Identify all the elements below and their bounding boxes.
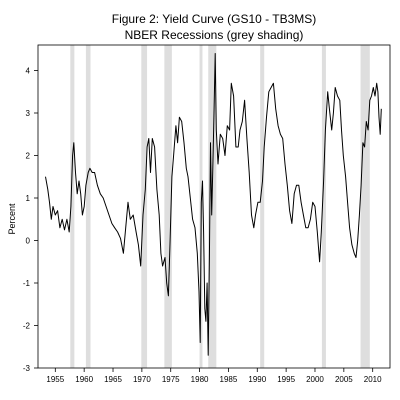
plot-frame xyxy=(37,44,391,369)
x-axis: 1955 1960 1965 1970 1975 1980 1985 1990 1995 2000… xyxy=(46,368,382,384)
x-tick-label-1960: 1960 xyxy=(75,375,93,384)
recession-band-8 xyxy=(360,45,370,368)
recession-band-1 xyxy=(85,45,91,368)
y-tick-label-0: 0 xyxy=(26,237,31,246)
x-tick-label-2005: 2005 xyxy=(335,375,353,384)
yield-spread-line xyxy=(45,53,382,356)
recession-band-3 xyxy=(164,45,172,368)
y-tick-label--2: -2 xyxy=(23,322,31,331)
y-tick-label-3: 3 xyxy=(26,109,31,118)
y-tick-label-1: 1 xyxy=(26,194,31,203)
x-tick-label-1965: 1965 xyxy=(104,375,122,384)
recession-band-0 xyxy=(70,45,75,368)
chart-subtitle: NBER Recessions (grey shading) xyxy=(125,28,304,42)
x-tick-label-1990: 1990 xyxy=(248,375,266,384)
y-axis-label: Percent xyxy=(7,203,17,235)
x-tick-label-2000: 2000 xyxy=(306,375,324,384)
chart-title: Figure 2: Yield Curve (GS10 - TB3MS) xyxy=(112,12,317,26)
x-tick-label-2010: 2010 xyxy=(364,375,382,384)
y-tick-label--1: -1 xyxy=(23,279,31,288)
x-tick-label-1975: 1975 xyxy=(162,375,180,384)
y-tick-label-2: 2 xyxy=(26,152,31,161)
recession-shading xyxy=(70,45,370,368)
y-axis: -3 -2 -1 0 1 2 3 4 xyxy=(23,67,38,373)
x-tick-label-1970: 1970 xyxy=(133,375,151,384)
y-tick-label--3: -3 xyxy=(23,364,31,373)
x-tick-label-1980: 1980 xyxy=(191,375,209,384)
recession-band-6 xyxy=(260,45,265,368)
recession-band-7 xyxy=(321,45,326,368)
y-tick-label-4: 4 xyxy=(26,67,31,76)
x-tick-label-1985: 1985 xyxy=(220,375,238,384)
x-tick-label-1955: 1955 xyxy=(46,375,64,384)
x-tick-label-1995: 1995 xyxy=(277,375,295,384)
